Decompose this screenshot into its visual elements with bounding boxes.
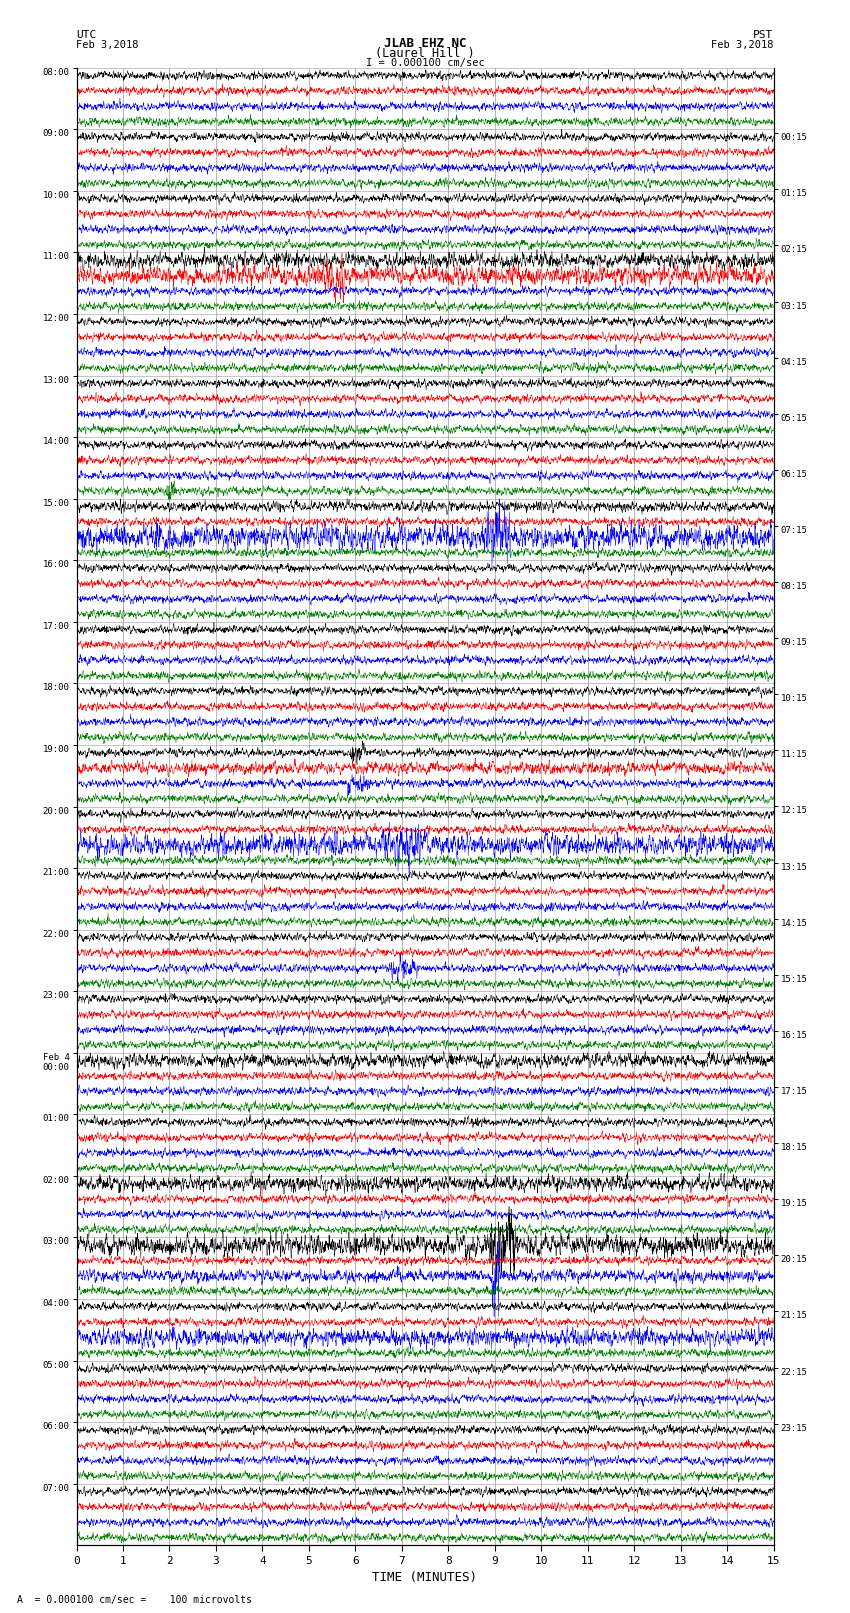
Text: (Laurel Hill ): (Laurel Hill ) — [375, 47, 475, 60]
Text: UTC: UTC — [76, 31, 97, 40]
Text: I = 0.000100 cm/sec: I = 0.000100 cm/sec — [366, 58, 484, 68]
Text: Feb 3,2018: Feb 3,2018 — [711, 40, 774, 50]
Text: A  = 0.000100 cm/sec =    100 microvolts: A = 0.000100 cm/sec = 100 microvolts — [17, 1595, 252, 1605]
X-axis label: TIME (MINUTES): TIME (MINUTES) — [372, 1571, 478, 1584]
Text: JLAB EHZ NC: JLAB EHZ NC — [383, 37, 467, 50]
Text: Feb 3,2018: Feb 3,2018 — [76, 40, 139, 50]
Text: PST: PST — [753, 31, 774, 40]
